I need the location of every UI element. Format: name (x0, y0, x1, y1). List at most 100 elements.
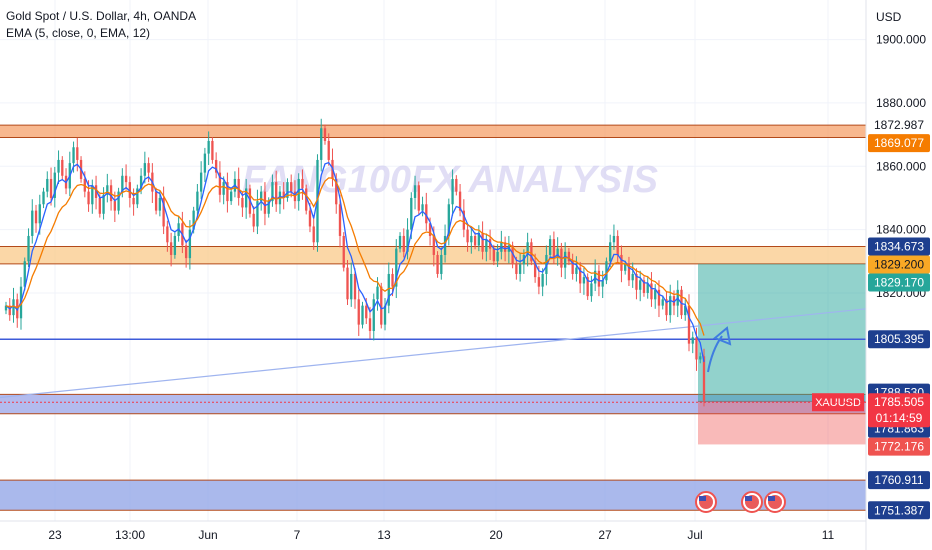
candle-body (166, 226, 169, 243)
price-tag[interactable] (868, 273, 930, 292)
projection-arrow-path[interactable] (707, 335, 723, 373)
zone-buy-zone[interactable] (0, 394, 866, 414)
candle-body (282, 191, 285, 198)
candle-body (256, 201, 259, 227)
candle-body (252, 213, 255, 227)
candle-body (305, 188, 308, 211)
candle-body (436, 254, 439, 274)
candle-body (488, 239, 492, 249)
us-flag-icon[interactable] (764, 491, 786, 513)
candle-body (620, 254, 623, 271)
candle-body (346, 267, 349, 300)
candle-body (503, 242, 507, 252)
candle-body (350, 273, 353, 300)
candle-body (398, 235, 402, 249)
candle-body (563, 251, 567, 268)
candle-body (391, 273, 394, 287)
price-tag-label: 1869.077 (874, 136, 924, 150)
candle-body (695, 337, 698, 360)
price-tag[interactable] (868, 134, 930, 153)
candle-body (410, 197, 413, 230)
zone-resistance[interactable] (0, 125, 866, 138)
trend-line[interactable] (0, 308, 867, 399)
candle-body (173, 235, 177, 255)
candle-body (481, 232, 484, 252)
chart-legend[interactable]: Gold Spot / U.S. Dollar, 4h, OANDA EMA (… (6, 8, 196, 42)
candle-body (376, 286, 379, 300)
candle-body (72, 147, 75, 164)
price-tag-label: 1829.170 (874, 275, 924, 289)
candle-body (184, 245, 188, 259)
symbol-title[interactable]: Gold Spot / U.S. Dollar, 4h, OANDA (6, 9, 197, 23)
price-tag[interactable] (868, 437, 930, 456)
price-tag[interactable] (868, 255, 930, 274)
time-axis[interactable]: 23 13:00 Jun 7 13 20 27 Jul 11 (0, 520, 866, 542)
candle-body (154, 191, 158, 211)
candle-body (556, 248, 559, 259)
candle-body (624, 264, 627, 271)
current-price-tag[interactable] (868, 393, 930, 428)
price-tag-label: 1772.176 (874, 440, 924, 454)
candle-body (672, 296, 676, 306)
candle-body (406, 229, 409, 252)
candle-body (428, 223, 432, 236)
candle-body (578, 267, 582, 284)
candle-body (342, 235, 345, 268)
y-tick-label: 1900.000 (876, 33, 926, 47)
candle-body (402, 235, 405, 252)
candle-body (395, 248, 398, 287)
candle-body (226, 182, 229, 202)
price-tag[interactable] (868, 471, 930, 490)
price-tag[interactable] (868, 116, 930, 135)
candle-body (4, 305, 8, 311)
candle-body (515, 264, 518, 274)
watermark-text: FANG100FX ANALYSIS (242, 159, 658, 201)
candle-body (76, 147, 79, 160)
zone-lower-zone[interactable] (0, 480, 866, 511)
long-position-tool[interactable] (698, 263, 866, 445)
projection-arrow[interactable] (707, 326, 732, 373)
candle-body (597, 270, 601, 287)
candle-body (590, 283, 593, 297)
candle-body (267, 201, 270, 214)
drawn-lines[interactable] (0, 308, 867, 399)
candle-body (49, 178, 53, 198)
candle-body (458, 191, 462, 211)
candle-body (263, 191, 267, 214)
position-profit-area[interactable] (698, 263, 866, 402)
candle-body (222, 182, 225, 195)
economic-events[interactable] (695, 491, 786, 513)
candle-body (241, 197, 244, 208)
candle-body (61, 159, 64, 176)
candle-body (687, 305, 691, 344)
candle-body (669, 296, 672, 316)
candle-body (477, 232, 481, 246)
x-tick-label: 13:00 (115, 528, 145, 542)
x-tick-label: 20 (489, 528, 503, 542)
us-flag-icon[interactable] (741, 491, 763, 513)
candle-body (245, 188, 248, 208)
candle-body (462, 210, 465, 230)
price-tag[interactable] (868, 330, 930, 349)
currency-label: USD (876, 10, 902, 24)
candle-body (38, 204, 41, 224)
candle-body (357, 299, 360, 325)
candle-body (605, 261, 608, 281)
indicator-label[interactable]: EMA (5, close, 0, EMA, 12) (6, 26, 151, 40)
candle-body (361, 305, 364, 325)
candle-body (275, 182, 278, 205)
candle-body (654, 289, 657, 300)
us-flag-icon[interactable] (695, 491, 717, 513)
x-tick-label: 11 (822, 528, 835, 542)
price-zones (0, 124, 866, 511)
price-tag[interactable] (868, 237, 930, 256)
candle-body (601, 280, 604, 287)
candle-body (139, 175, 143, 189)
candle-body (23, 261, 26, 287)
candle-body (432, 235, 435, 255)
candle-body (188, 229, 192, 259)
zone-support-mid[interactable] (0, 246, 866, 264)
price-tag[interactable] (868, 501, 930, 520)
